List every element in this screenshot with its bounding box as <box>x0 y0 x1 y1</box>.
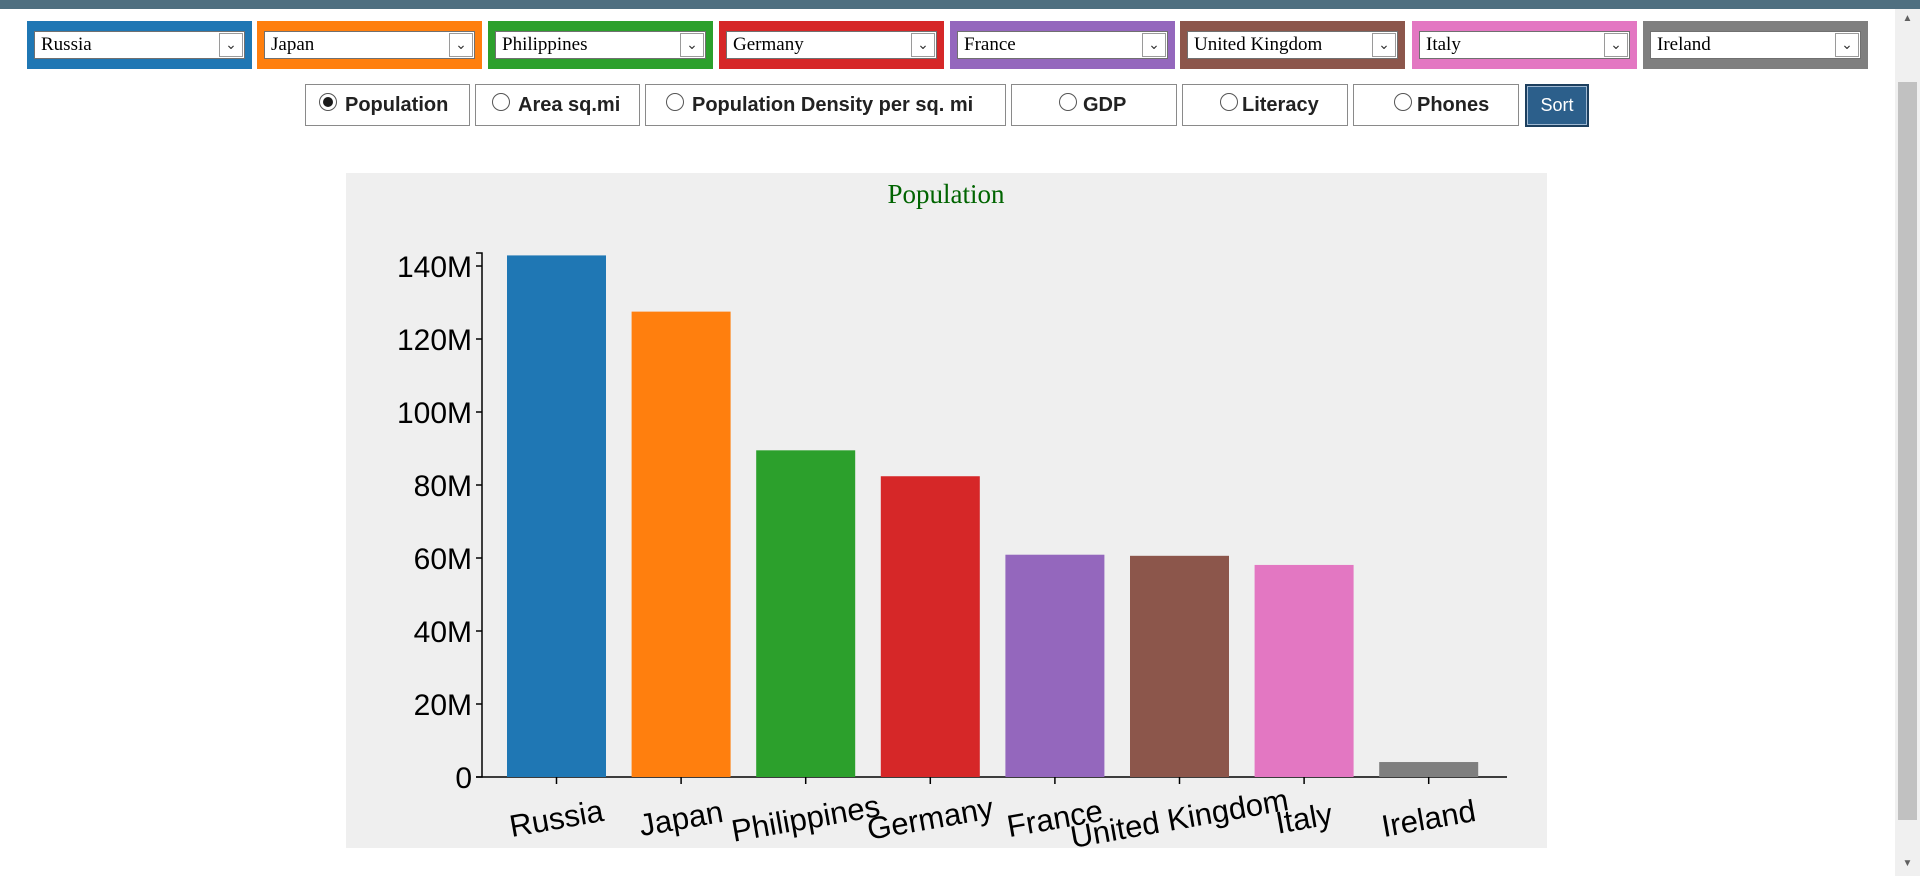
country-select[interactable]: France ⌄ <box>957 31 1168 59</box>
x-tick-label: Japan <box>636 794 725 843</box>
country-selector-frame: Japan ⌄ <box>257 21 482 69</box>
chevron-down-icon[interactable]: ⌄ <box>219 33 243 57</box>
y-axis-line <box>476 252 483 778</box>
chevron-down-icon[interactable]: ⌄ <box>1835 33 1859 57</box>
chevron-down-icon[interactable]: ⌄ <box>680 33 704 57</box>
country-selector-frame: Ireland ⌄ <box>1643 21 1868 69</box>
x-tick-label: Germany <box>864 790 996 847</box>
metric-option[interactable]: Population Density per sq. mi <box>645 84 1006 126</box>
metric-option[interactable]: Area sq.mi <box>475 84 640 126</box>
bar <box>1379 762 1479 777</box>
country-select[interactable]: Philippines ⌄ <box>495 31 706 59</box>
bar <box>756 450 856 777</box>
y-tick-label: 100M <box>397 397 472 430</box>
country-select-value: France <box>964 34 1016 55</box>
bar <box>1130 555 1229 777</box>
chart-title: Population <box>887 179 1005 209</box>
country-selector-frame: Philippines ⌄ <box>488 21 713 69</box>
scroll-up-icon[interactable]: ▲ <box>1902 13 1913 24</box>
metric-radio[interactable] <box>1220 93 1238 111</box>
x-tick-label: Philippines <box>729 788 883 848</box>
browser-top-strip <box>0 0 1920 9</box>
chevron-down-icon[interactable]: ⌄ <box>1604 33 1628 57</box>
chevron-down-icon[interactable]: ⌄ <box>449 33 473 57</box>
metric-label: Area sq.mi <box>518 94 621 116</box>
country-select-value: Japan <box>271 34 315 55</box>
metric-radio[interactable] <box>1059 93 1077 111</box>
metric-label: Population Density per sq. mi <box>692 94 974 116</box>
metric-label: Population <box>345 94 449 116</box>
country-select-value: Germany <box>733 34 804 55</box>
metric-option[interactable]: GDP <box>1011 84 1177 126</box>
y-tick-label: 120M <box>397 324 472 357</box>
metric-label: Phones <box>1417 94 1490 116</box>
vertical-scrollbar[interactable]: ▲ ▼ <box>1895 9 1920 876</box>
country-select-value: Ireland <box>1657 34 1711 55</box>
metric-radio[interactable] <box>1394 93 1412 111</box>
country-select[interactable]: Germany ⌄ <box>726 31 937 59</box>
country-select[interactable]: Russia ⌄ <box>34 31 245 59</box>
country-selector-frame: Germany ⌄ <box>719 21 944 69</box>
x-tick-label: Russia <box>507 793 607 844</box>
x-tick-label: Ireland <box>1379 793 1478 844</box>
country-select-value: United Kingdom <box>1194 34 1323 55</box>
metric-option[interactable]: Phones <box>1353 84 1519 126</box>
country-select[interactable]: Ireland ⌄ <box>1650 31 1861 59</box>
scrollbar-thumb[interactable] <box>1898 82 1917 820</box>
country-select-value: Italy <box>1426 34 1461 55</box>
bar <box>1005 554 1105 777</box>
metric-radio[interactable] <box>492 93 510 111</box>
metric-radio[interactable] <box>319 93 337 111</box>
chevron-down-icon[interactable]: ⌄ <box>1372 33 1396 57</box>
population-bar-chart: Population 0 20M 40M 60M 80M 100M 120M 140M Russi… <box>397 179 1507 848</box>
metric-radio[interactable] <box>666 93 684 111</box>
bar <box>1254 564 1354 777</box>
country-select-value: Russia <box>41 34 92 55</box>
y-tick-label: 60M <box>414 543 472 576</box>
y-tick-label: 40M <box>414 616 472 649</box>
metric-label: GDP <box>1083 94 1127 116</box>
country-selector-frame: Italy ⌄ <box>1412 21 1637 69</box>
y-tick-label: 80M <box>414 470 472 503</box>
country-select-value: Philippines <box>502 34 588 55</box>
x-tick-label: United Kingdom <box>1068 782 1291 848</box>
chevron-down-icon[interactable]: ⌄ <box>911 33 935 57</box>
metric-option[interactable]: Literacy <box>1182 84 1348 126</box>
country-selector-frame: United Kingdom ⌄ <box>1180 21 1405 69</box>
bar <box>880 476 980 777</box>
bar <box>507 255 606 777</box>
bar <box>631 311 731 777</box>
chevron-down-icon[interactable]: ⌄ <box>1142 33 1166 57</box>
country-select[interactable]: United Kingdom ⌄ <box>1187 31 1398 59</box>
country-selector-frame: Russia ⌄ <box>27 21 252 69</box>
country-selector-frame: France ⌄ <box>950 21 1175 69</box>
metric-label: Literacy <box>1242 94 1319 116</box>
y-tick-label: 0 <box>455 762 472 795</box>
country-select[interactable]: Japan ⌄ <box>264 31 475 59</box>
country-select[interactable]: Italy ⌄ <box>1419 31 1630 59</box>
scroll-down-icon[interactable]: ▼ <box>1902 858 1913 869</box>
y-tick-label: 140M <box>397 251 472 284</box>
sort-button[interactable]: Sort <box>1525 84 1589 127</box>
metric-option[interactable]: Population <box>305 84 470 126</box>
y-tick-label: 20M <box>414 689 472 722</box>
